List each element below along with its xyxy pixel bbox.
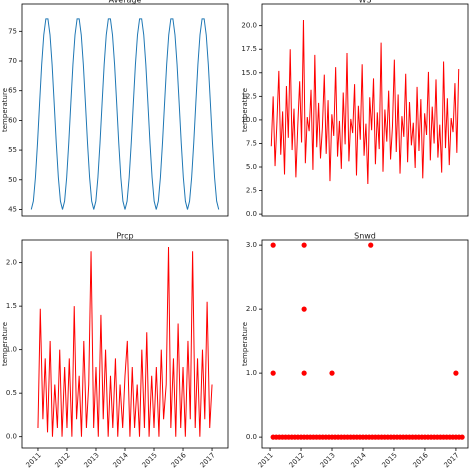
data-point xyxy=(453,370,459,376)
y-axis-label: temperature xyxy=(241,322,249,366)
y-tick-label: 50 xyxy=(8,176,17,184)
axes-frame xyxy=(261,3,469,217)
y-tick-label: 60 xyxy=(8,116,17,124)
data-point xyxy=(459,434,465,440)
data-point xyxy=(301,306,307,312)
y-tick-label: 55 xyxy=(8,146,17,154)
y-tick-label: 2.0 xyxy=(246,305,257,313)
x-tick-label: 2016 xyxy=(170,451,189,468)
y-tick-label: 15.0 xyxy=(241,69,257,77)
x-tick-label: 2012 xyxy=(54,451,72,468)
y-tick-label: 2.0 xyxy=(6,259,17,267)
y-axis-label: temperature xyxy=(1,88,9,132)
y-tick-label: 3.0 xyxy=(246,241,257,249)
data-point xyxy=(270,242,276,248)
y-tick-label: 45 xyxy=(8,205,17,213)
data-point xyxy=(270,370,276,376)
y-tick-label: 75 xyxy=(8,27,17,35)
x-tick-label: 2011 xyxy=(257,451,275,468)
chart-title: Snwd xyxy=(354,232,376,241)
y-tick-label: 1.0 xyxy=(246,369,257,377)
x-tick-label: 2013 xyxy=(319,451,337,468)
data-point xyxy=(329,370,335,376)
data-point xyxy=(301,370,307,376)
y-tick-label: 10.0 xyxy=(241,116,257,124)
data-point xyxy=(301,242,307,248)
x-tick-label: 2012 xyxy=(288,451,306,468)
y-tick-label: 1.5 xyxy=(6,302,17,310)
axes-frame xyxy=(21,3,229,217)
chart-title: Average xyxy=(109,0,142,5)
y-tick-label: 70 xyxy=(8,57,17,65)
x-tick-label: 2017 xyxy=(199,451,217,468)
data-point xyxy=(368,242,374,248)
y-tick-label: 17.5 xyxy=(241,45,257,53)
y-axis-label: temperature xyxy=(241,88,249,132)
y-tick-label: 5.0 xyxy=(246,163,257,171)
y-tick-label: 7.5 xyxy=(246,139,257,147)
x-tick-label: 2017 xyxy=(442,451,460,468)
y-tick-label: 65 xyxy=(8,87,17,95)
x-tick-label: 2013 xyxy=(83,451,101,468)
y-tick-label: 0.0 xyxy=(246,433,257,441)
x-tick-label: 2011 xyxy=(25,451,43,468)
data-line xyxy=(270,20,460,184)
y-tick-label: 2.5 xyxy=(246,187,257,195)
y-tick-label: 0.5 xyxy=(6,389,17,397)
y-tick-label: 1.0 xyxy=(6,346,17,354)
x-tick-label: 2014 xyxy=(112,451,131,468)
x-tick-label: 2015 xyxy=(381,451,399,468)
y-tick-label: 20.0 xyxy=(241,22,257,30)
chart-title: Prcp xyxy=(116,232,133,241)
axes-frame xyxy=(21,239,229,449)
data-line xyxy=(30,18,220,210)
y-tick-label: 0.0 xyxy=(246,210,257,218)
x-tick-label: 2016 xyxy=(412,451,431,468)
x-tick-label: 2014 xyxy=(350,451,369,468)
chart-title: WS xyxy=(359,0,372,5)
x-tick-label: 2015 xyxy=(141,451,159,468)
y-axis-label: temperature xyxy=(1,322,9,366)
y-tick-label: 12.5 xyxy=(241,92,257,100)
y-tick-label: 0.0 xyxy=(6,433,17,441)
data-line xyxy=(37,246,213,437)
axes-frame xyxy=(261,239,469,449)
